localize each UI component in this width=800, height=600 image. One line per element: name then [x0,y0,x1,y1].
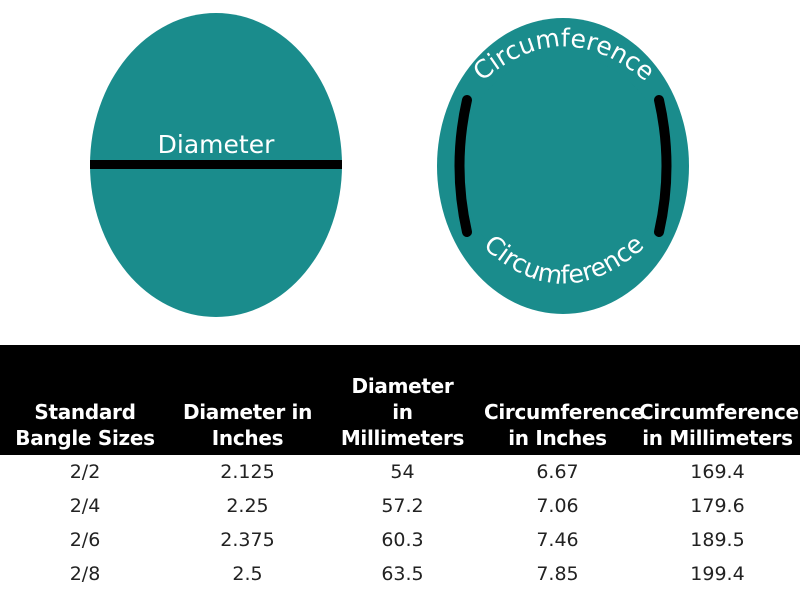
header-line: Standard [34,400,136,424]
table-row: 2/8 2.5 63.5 7.85 199.4 [0,557,800,591]
cell-standard-size: 2/2 [69,461,101,483]
header-line: Circumference [639,400,799,424]
cell-circumference-inches: 7.06 [536,495,579,517]
bangle-measurement-diagram: Diameter Circumference Circumference [90,13,689,317]
cell-standard-size: 2/4 [69,495,101,517]
cell-circumference-inches: 7.85 [536,563,579,585]
cell-circumference-inches: 7.46 [536,529,579,551]
circumference-left-arc [454,95,472,237]
cell-circumference-mm: 199.4 [690,563,745,585]
circumference-figure: Circumference Circumference [437,18,689,314]
header-line: in [392,400,413,424]
cell-diameter-mm: 60.3 [381,529,424,551]
table-row: 2/4 2.25 57.2 7.06 179.6 [0,489,800,523]
circumference-right-arc [654,95,672,237]
table-row: 2/2 2.125 54 6.67 169.4 [0,455,800,489]
header-line: in Millimeters [642,426,793,450]
cell-diameter-mm: 54 [390,461,415,483]
bangle-size-table: Standard Bangle Sizes Diameter in Inches… [0,345,800,591]
header-line: in Inches [508,426,607,450]
table-body: 2/2 2.125 54 6.67 169.4 2/4 2.25 57.2 7.… [0,455,800,591]
cell-diameter-inches: 2.25 [226,495,269,517]
cell-circumference-mm: 189.5 [690,529,745,551]
header-circumference-mm: Circumference in Millimeters [635,345,800,455]
table-row: 2/6 2.375 60.3 7.46 189.5 [0,523,800,557]
cell-circumference-mm: 169.4 [690,461,745,483]
header-line: Diameter [351,374,454,398]
cell-standard-size: 2/6 [69,529,101,551]
header-diameter-mm: Diameter in Millimeters [325,345,480,455]
header-line: Diameter in [182,400,313,424]
cell-circumference-inches: 6.67 [536,461,579,483]
circumference-inner-disc [459,56,667,276]
diameter-line [90,160,342,169]
header-line: Bangle Sizes [15,426,155,450]
diameter-figure: Diameter [90,13,342,317]
header-line: Circumference [484,400,644,424]
header-row: Standard Bangle Sizes Diameter in Inches… [0,345,800,455]
header-line: Inches [211,426,284,450]
cell-standard-size: 2/8 [69,563,101,585]
diameter-label: Diameter [158,130,275,159]
cell-diameter-inches: 2.125 [220,461,275,483]
header-circumference-inches: Circumference in Inches [480,345,644,455]
table-header: Standard Bangle Sizes Diameter in Inches… [0,345,800,455]
cell-circumference-mm: 179.6 [690,495,745,517]
cell-diameter-mm: 57.2 [381,495,424,517]
header-diameter-inches: Diameter in Inches [170,345,325,455]
cell-diameter-mm: 63.5 [381,563,424,585]
cell-diameter-inches: 2.375 [220,529,275,551]
header-line: Millimeters [340,426,465,450]
cell-diameter-inches: 2.5 [232,563,263,585]
header-standard-size: Standard Bangle Sizes [0,345,170,455]
